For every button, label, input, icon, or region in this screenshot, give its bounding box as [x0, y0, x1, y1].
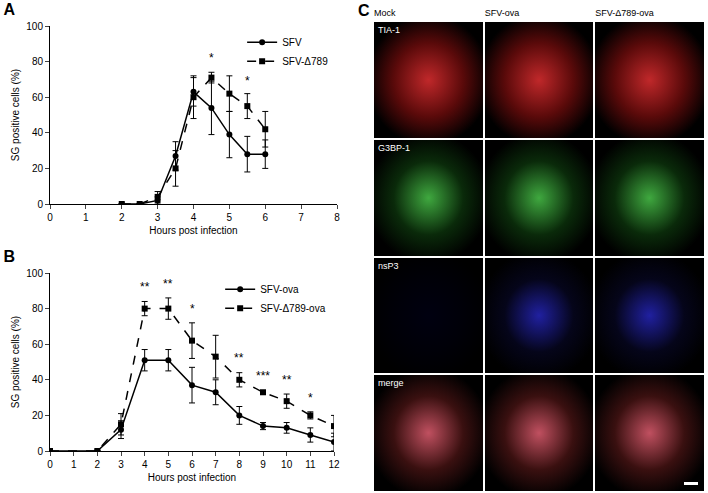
svg-text:3: 3 — [155, 212, 161, 223]
svg-text:*: * — [245, 74, 250, 88]
svg-text:80: 80 — [32, 303, 44, 314]
html-text:G3BP-1: G3BP-1 — [378, 142, 410, 153]
svg-text:Hours post infection: Hours post infection — [148, 472, 236, 483]
svg-text:11: 11 — [305, 459, 316, 470]
svg-text:1: 1 — [71, 459, 77, 470]
svg-text:B: B — [4, 248, 16, 265]
svg-text:5: 5 — [166, 459, 172, 470]
svg-text:7: 7 — [298, 212, 304, 223]
svg-text:SFV-ova: SFV-ova — [260, 284, 299, 295]
svg-text:7: 7 — [213, 459, 219, 470]
html-text:merge: merge — [378, 378, 404, 389]
svg-text:2: 2 — [95, 459, 101, 470]
svg-text:**: ** — [140, 280, 150, 294]
svg-text:0: 0 — [37, 446, 43, 457]
svg-text:**: ** — [234, 351, 244, 365]
svg-text:A: A — [4, 1, 16, 18]
svg-text:1: 1 — [83, 212, 89, 223]
svg-text:9: 9 — [260, 459, 266, 470]
svg-text:8: 8 — [237, 459, 243, 470]
svg-text:SFV-Δ789: SFV-Δ789 — [282, 56, 328, 67]
svg-text:SG positive cells (%): SG positive cells (%) — [10, 316, 21, 408]
html-text:TIA-1: TIA-1 — [378, 25, 400, 35]
svg-text:0: 0 — [37, 199, 43, 210]
svg-text:Hours post infection: Hours post infection — [149, 225, 237, 236]
svg-text:5: 5 — [227, 212, 233, 223]
svg-text:SFV-Δ789-ova: SFV-Δ789-ova — [260, 303, 325, 314]
svg-text:40: 40 — [32, 127, 44, 138]
svg-text:0: 0 — [47, 459, 53, 470]
svg-text:20: 20 — [32, 163, 44, 174]
html-text:SFV-ova: SFV-ova — [484, 8, 520, 18]
svg-text:**: ** — [163, 277, 173, 291]
svg-text:12: 12 — [328, 459, 340, 470]
svg-text:20: 20 — [32, 410, 44, 421]
svg-text:100: 100 — [26, 268, 43, 279]
svg-text:*: * — [209, 51, 214, 65]
html-text:C Mock: C Mock — [358, 2, 396, 19]
svg-text:*: * — [308, 391, 313, 405]
svg-text:3: 3 — [118, 459, 124, 470]
svg-text:60: 60 — [32, 339, 44, 350]
svg-text:100: 100 — [26, 21, 43, 32]
svg-text:4: 4 — [191, 212, 197, 223]
svg-text:2: 2 — [119, 212, 125, 223]
svg-text:6: 6 — [262, 212, 268, 223]
svg-text:**: ** — [282, 373, 292, 387]
svg-text:4: 4 — [142, 459, 148, 470]
svg-text:8: 8 — [334, 212, 340, 223]
svg-text:***: *** — [256, 369, 270, 383]
svg-text:10: 10 — [281, 459, 293, 470]
svg-text:40: 40 — [32, 374, 44, 385]
svg-text:0: 0 — [47, 212, 53, 223]
html-text:nsP3: nsP3 — [378, 260, 399, 271]
svg-text:60: 60 — [32, 92, 44, 103]
svg-text:SFV: SFV — [282, 37, 302, 48]
svg-text:SG positive cells (%): SG positive cells (%) — [10, 69, 21, 161]
svg-text:*: * — [190, 302, 195, 316]
html-text:SFV-Δ789-ova: SFV-Δ789-ova — [595, 8, 654, 18]
svg-text:6: 6 — [189, 459, 195, 470]
svg-text:80: 80 — [32, 56, 44, 67]
